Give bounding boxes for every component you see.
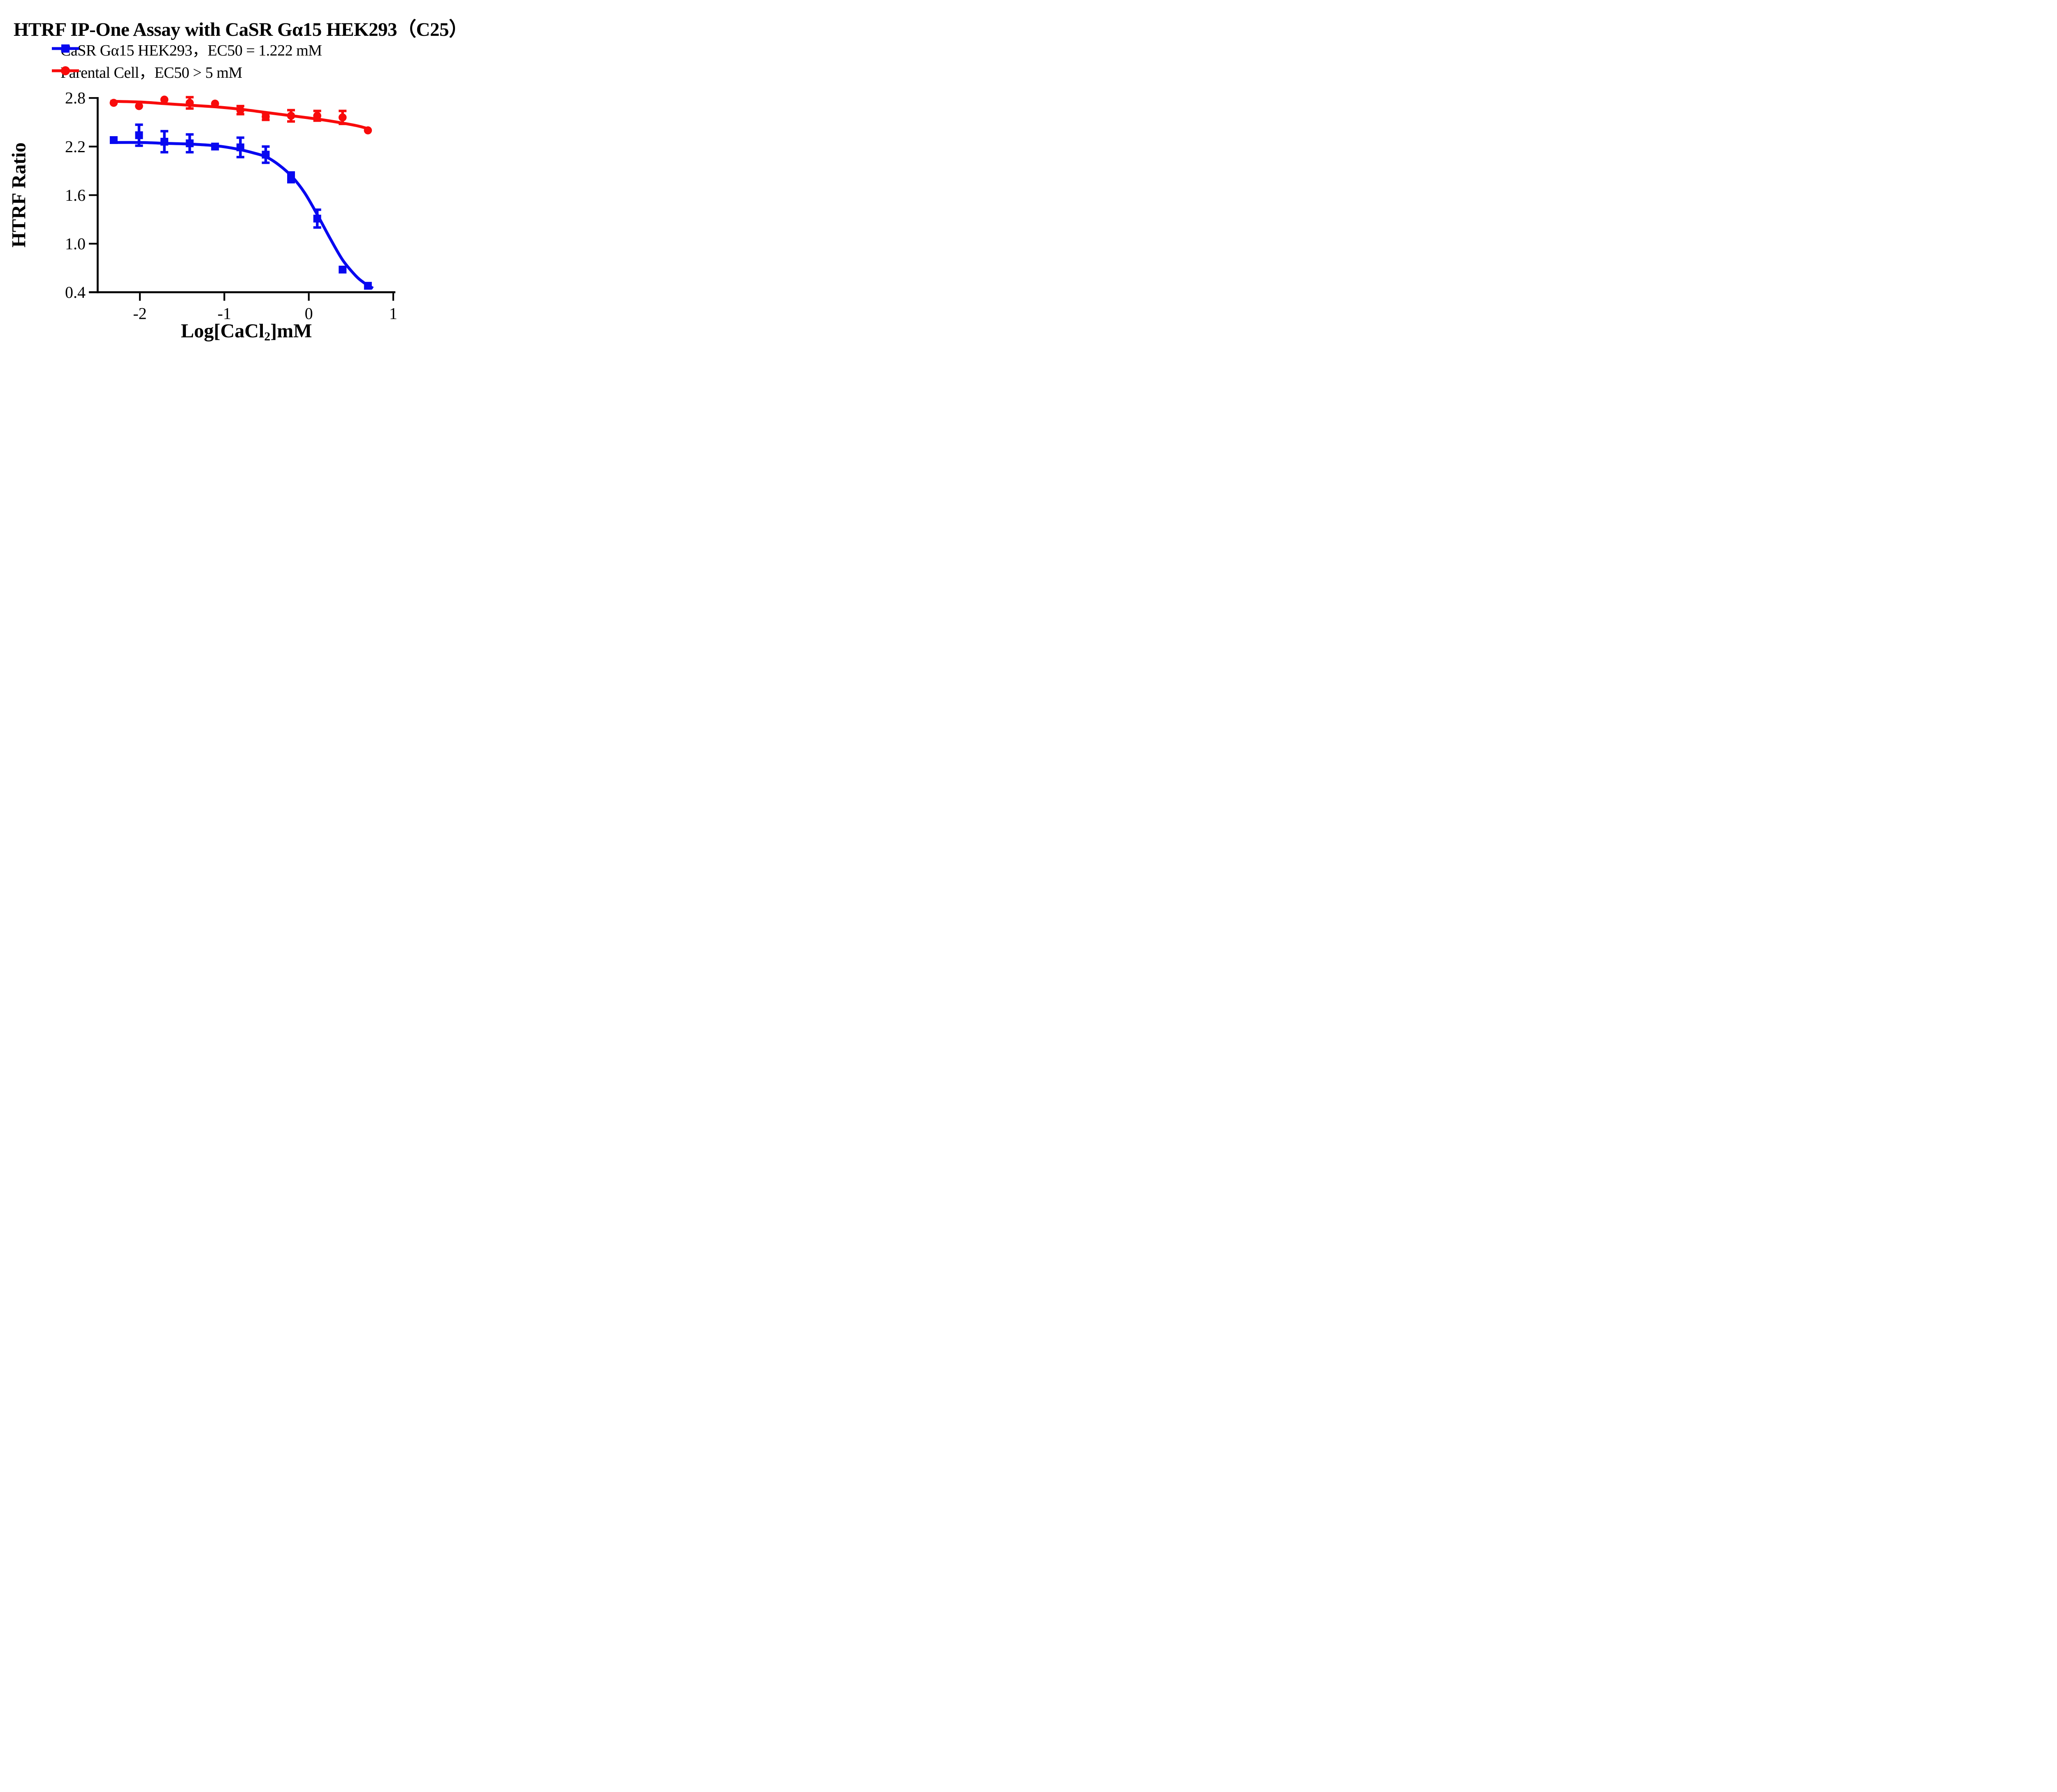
data-point-casr-0 bbox=[109, 136, 118, 144]
y-tick-label: 2.2 bbox=[65, 137, 86, 156]
data-point-casr-10 bbox=[364, 282, 372, 290]
plot-svg: 2.8 2.2 1.6 1.0 0.4 -2 -1 0 1 bbox=[65, 89, 397, 323]
data-point-parental-2 bbox=[160, 95, 169, 104]
x-axis-title-sub: 2 bbox=[264, 330, 271, 344]
data-point-casr-1 bbox=[135, 131, 143, 139]
chart-figure: HTRF IP-One Assay with CaSR Gα15 HEK293（… bbox=[0, 0, 486, 358]
x-axis-title-pre: Log[CaCl bbox=[181, 320, 265, 342]
legend-item-parental: Parental Cell，EC50 > 5 mM bbox=[51, 61, 242, 81]
data-point-parental-8 bbox=[313, 111, 321, 120]
data-point-parental-9 bbox=[338, 113, 347, 122]
data-point-casr-7 bbox=[287, 173, 295, 181]
legend-swatch-circle-icon bbox=[52, 66, 79, 75]
chart-title: HTRF IP-One Assay with CaSR Gα15 HEK293（… bbox=[14, 19, 468, 40]
fit-curve-casr bbox=[110, 141, 374, 290]
x-axis-title: Log[CaCl2]mM bbox=[98, 320, 395, 344]
y-tick-label: 1.0 bbox=[65, 234, 86, 253]
y-tick-label: 0.4 bbox=[65, 283, 86, 302]
x-tick-label: -1 bbox=[218, 304, 231, 323]
data-point-casr-5 bbox=[236, 143, 244, 151]
data-point-parental-6 bbox=[262, 112, 270, 121]
legend-label-parental: Parental Cell，EC50 > 5 mM bbox=[60, 64, 242, 81]
data-point-casr-4 bbox=[211, 142, 219, 151]
x-tick-label: 0 bbox=[305, 304, 313, 323]
data-point-parental-0 bbox=[109, 99, 118, 107]
data-point-parental-3 bbox=[186, 99, 194, 107]
legend-swatch-square-icon bbox=[52, 44, 79, 53]
data-point-casr-8 bbox=[313, 214, 321, 223]
data-point-casr-9 bbox=[339, 265, 347, 274]
data-point-casr-3 bbox=[186, 139, 194, 147]
data-point-casr-6 bbox=[262, 151, 270, 159]
x-axis-title-post: ]mM bbox=[270, 320, 312, 342]
data-point-casr-2 bbox=[160, 137, 169, 146]
legend-label-casr: CaSR Gα15 HEK293，EC50 = 1.222 mM bbox=[60, 42, 322, 59]
y-tick-label: 2.8 bbox=[65, 89, 86, 107]
data-point-parental-1 bbox=[135, 102, 143, 110]
x-tick-label: 1 bbox=[389, 304, 397, 323]
x-tick-label: -2 bbox=[133, 304, 146, 323]
data-point-parental-4 bbox=[211, 100, 219, 108]
data-point-parental-10 bbox=[364, 126, 372, 135]
data-point-parental-5 bbox=[236, 106, 245, 114]
legend-item-casr: CaSR Gα15 HEK293，EC50 = 1.222 mM bbox=[51, 39, 322, 59]
y-tick-label: 1.6 bbox=[65, 186, 86, 204]
data-point-parental-7 bbox=[287, 111, 295, 120]
